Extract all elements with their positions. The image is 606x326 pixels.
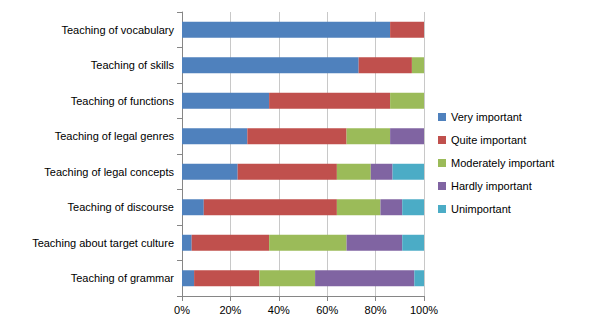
svg-text:Teaching of legal concepts: Teaching of legal concepts (44, 166, 174, 178)
svg-text:80%: 80% (365, 304, 387, 316)
svg-text:0%: 0% (174, 304, 190, 316)
svg-text:40%: 40% (268, 304, 290, 316)
svg-text:100%: 100% (410, 304, 438, 316)
svg-text:Teaching of grammar: Teaching of grammar (71, 272, 175, 284)
svg-text:Unimportant: Unimportant (451, 203, 511, 215)
svg-text:Teaching of skills: Teaching of skills (91, 59, 175, 71)
svg-text:Very important: Very important (451, 111, 522, 123)
svg-text:Hardly important: Hardly important (451, 180, 532, 192)
svg-text:20%: 20% (219, 304, 241, 316)
svg-text:Teaching of discourse: Teaching of discourse (68, 201, 174, 213)
svg-text:60%: 60% (316, 304, 338, 316)
svg-text:Teaching of legal genres: Teaching of legal genres (55, 130, 175, 142)
svg-text:Teaching about target culture: Teaching about target culture (32, 237, 174, 249)
svg-text:Teaching of functions: Teaching of functions (71, 95, 175, 107)
svg-text:Quite important: Quite important (451, 134, 526, 146)
svg-text:Moderately important: Moderately important (451, 157, 554, 169)
svg-text:Teaching of vocabulary: Teaching of vocabulary (61, 24, 174, 36)
